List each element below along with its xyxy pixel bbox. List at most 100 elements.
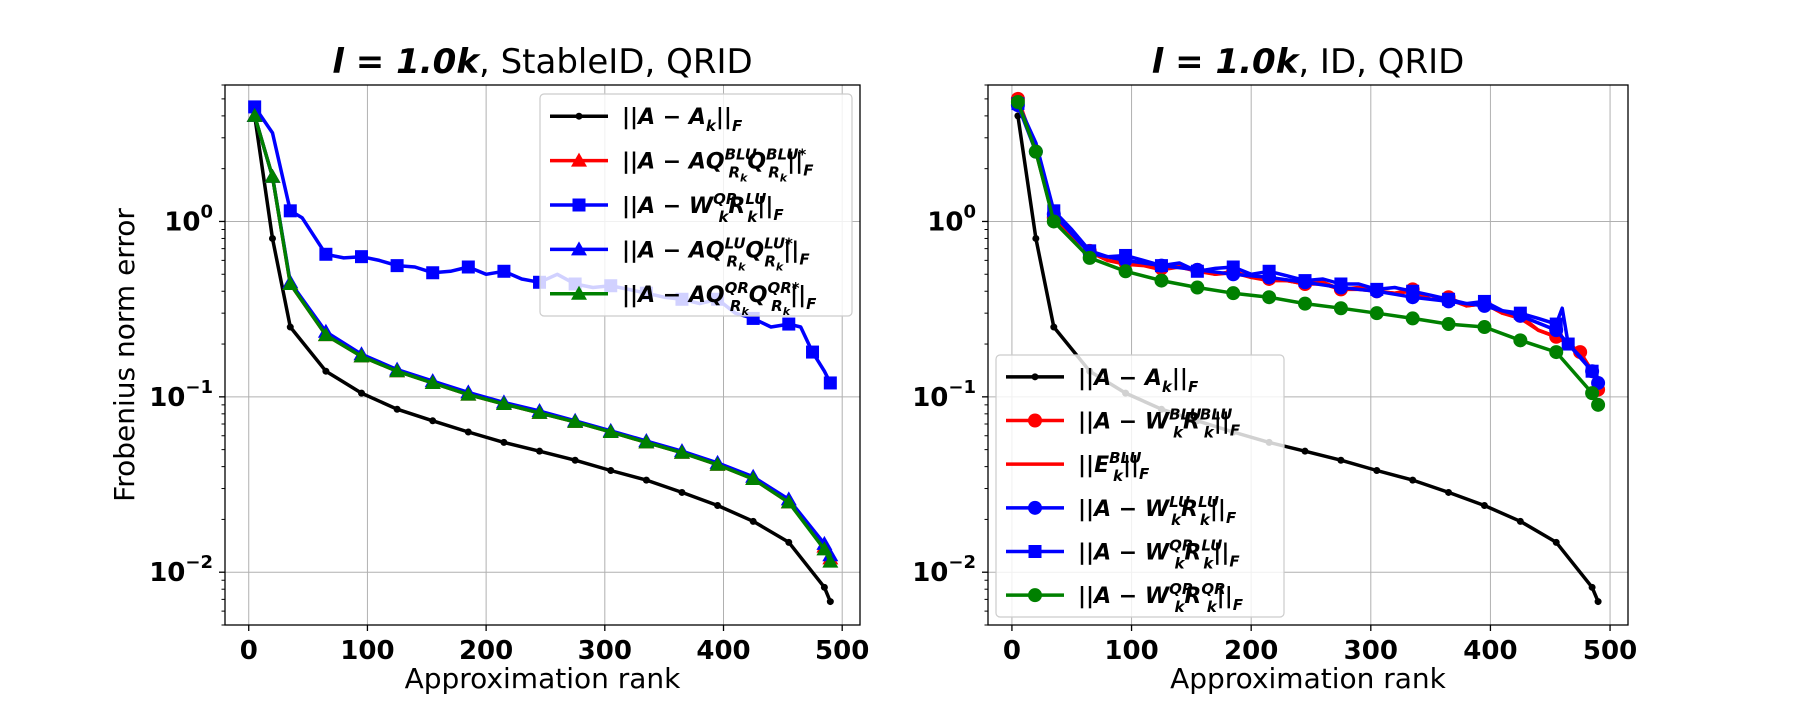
series-point-0 xyxy=(826,598,834,606)
x-tick-label: 400 xyxy=(696,636,750,666)
series-point-0 xyxy=(678,488,686,496)
series-point-2 xyxy=(426,266,440,280)
plot-frame xyxy=(224,84,861,626)
legend-entry-0: ||A − Ak​||F​ xyxy=(1078,366,1199,396)
series-point-4 xyxy=(673,444,690,459)
series-point-5 xyxy=(1190,280,1205,295)
series-point-0 xyxy=(642,476,650,484)
series-point-4 xyxy=(353,348,370,363)
series-point-2 xyxy=(390,259,404,273)
series-point-5 xyxy=(1226,286,1241,301)
series-point-4 xyxy=(1154,259,1168,273)
series-point-5 xyxy=(1441,317,1456,332)
series-point-4 xyxy=(424,374,441,389)
series-point-0 xyxy=(322,367,330,375)
series-point-0 xyxy=(820,583,828,591)
series-point-5 xyxy=(1333,301,1348,316)
legend-swatch-marker-4 xyxy=(1028,545,1042,558)
series-point-4 xyxy=(1513,306,1527,320)
series-point-4 xyxy=(1262,264,1276,278)
x-tick-label: 300 xyxy=(1344,636,1398,666)
x-tick-label: 300 xyxy=(578,636,632,666)
x-tick-label: 200 xyxy=(1224,636,1278,666)
series-point-4 xyxy=(264,168,281,183)
series-point-5 xyxy=(1513,333,1528,348)
legend-swatch-marker-0 xyxy=(1031,373,1039,381)
series-point-4 xyxy=(567,413,584,428)
series-point-4 xyxy=(1119,248,1133,262)
y-tick-label: 100 xyxy=(164,201,213,237)
plot-frame xyxy=(987,84,1629,626)
x-tick-label: 0 xyxy=(240,636,258,666)
series-point-4 xyxy=(1561,337,1575,351)
series-point-2 xyxy=(248,100,262,114)
series-point-0 xyxy=(1337,456,1345,464)
series-point-2 xyxy=(806,345,820,359)
series-point-5 xyxy=(1585,386,1600,401)
series-point-0 xyxy=(785,538,793,546)
y-tick-label: 10−1 xyxy=(149,377,213,413)
x-axis-label: Approximation rank xyxy=(1170,662,1447,695)
series-point-4 xyxy=(1226,260,1240,274)
y-axis-label: Frobenius norm error xyxy=(108,208,141,502)
series-point-0 xyxy=(1552,538,1560,546)
chart-title: l = 1.0k, ID, QRID xyxy=(1152,42,1465,82)
series-point-4 xyxy=(495,396,512,411)
legend-frame xyxy=(539,93,853,317)
x-tick-label: 200 xyxy=(459,636,513,666)
series-point-0 xyxy=(1594,598,1602,606)
series-point-4 xyxy=(389,363,406,378)
panel-id-qrid: 0 100 200 300 400 500 100 10−1 10−2 Approximation… xyxy=(912,42,1637,695)
series-point-4 xyxy=(638,434,655,449)
x-tick-label: 500 xyxy=(815,636,869,666)
series-point-0 xyxy=(268,234,276,242)
series-line-2 xyxy=(1016,98,1600,391)
series-point-2 xyxy=(461,260,475,274)
series-point-0 xyxy=(749,517,757,525)
y-tick-label: 100 xyxy=(927,201,976,237)
legend-entry-0: ||A − Ak​||F​ xyxy=(622,105,743,135)
series-point-0 xyxy=(1050,323,1058,331)
series-point-2 xyxy=(354,250,368,264)
x-tick-label: 400 xyxy=(1463,636,1517,666)
series-point-4 xyxy=(1406,284,1420,298)
series-point-0 xyxy=(286,323,294,331)
series-point-0 xyxy=(1032,234,1040,242)
chart-title: l = 1.0k, StableID, QRID xyxy=(332,42,752,82)
series-point-4 xyxy=(1585,364,1599,378)
series-point-0 xyxy=(1409,476,1417,484)
series-point-0 xyxy=(1373,467,1381,475)
series-point-4 xyxy=(1549,317,1563,331)
series-point-5 xyxy=(1046,214,1061,229)
series-point-5 xyxy=(1262,290,1277,305)
series-point-5 xyxy=(1549,345,1564,360)
series-point-5 xyxy=(1591,397,1606,412)
series-point-4 xyxy=(709,456,726,471)
y-tick-label: 10−2 xyxy=(912,552,976,588)
series-point-5 xyxy=(1405,311,1420,326)
series-point-5 xyxy=(1298,296,1313,311)
series-point-0 xyxy=(464,428,472,436)
series-point-4 xyxy=(1477,294,1491,308)
series-point-5 xyxy=(1118,264,1133,279)
x-tick-label: 100 xyxy=(1104,636,1158,666)
legend-swatch-marker-5 xyxy=(1028,588,1042,603)
series-point-0 xyxy=(1480,502,1488,510)
series-point-5 xyxy=(1477,320,1492,335)
series-point-0 xyxy=(714,502,722,510)
panel-stableid-qrid: 0 100 200 300 400 500 100 10−1 10−2 Approximation… xyxy=(108,42,869,695)
series-line-3 xyxy=(1016,104,1600,384)
series-point-0 xyxy=(1301,447,1309,455)
series-point-4 xyxy=(1298,274,1312,288)
series-point-0 xyxy=(607,467,615,475)
series-point-4 xyxy=(246,107,263,122)
series-line-1 xyxy=(1016,98,1600,391)
